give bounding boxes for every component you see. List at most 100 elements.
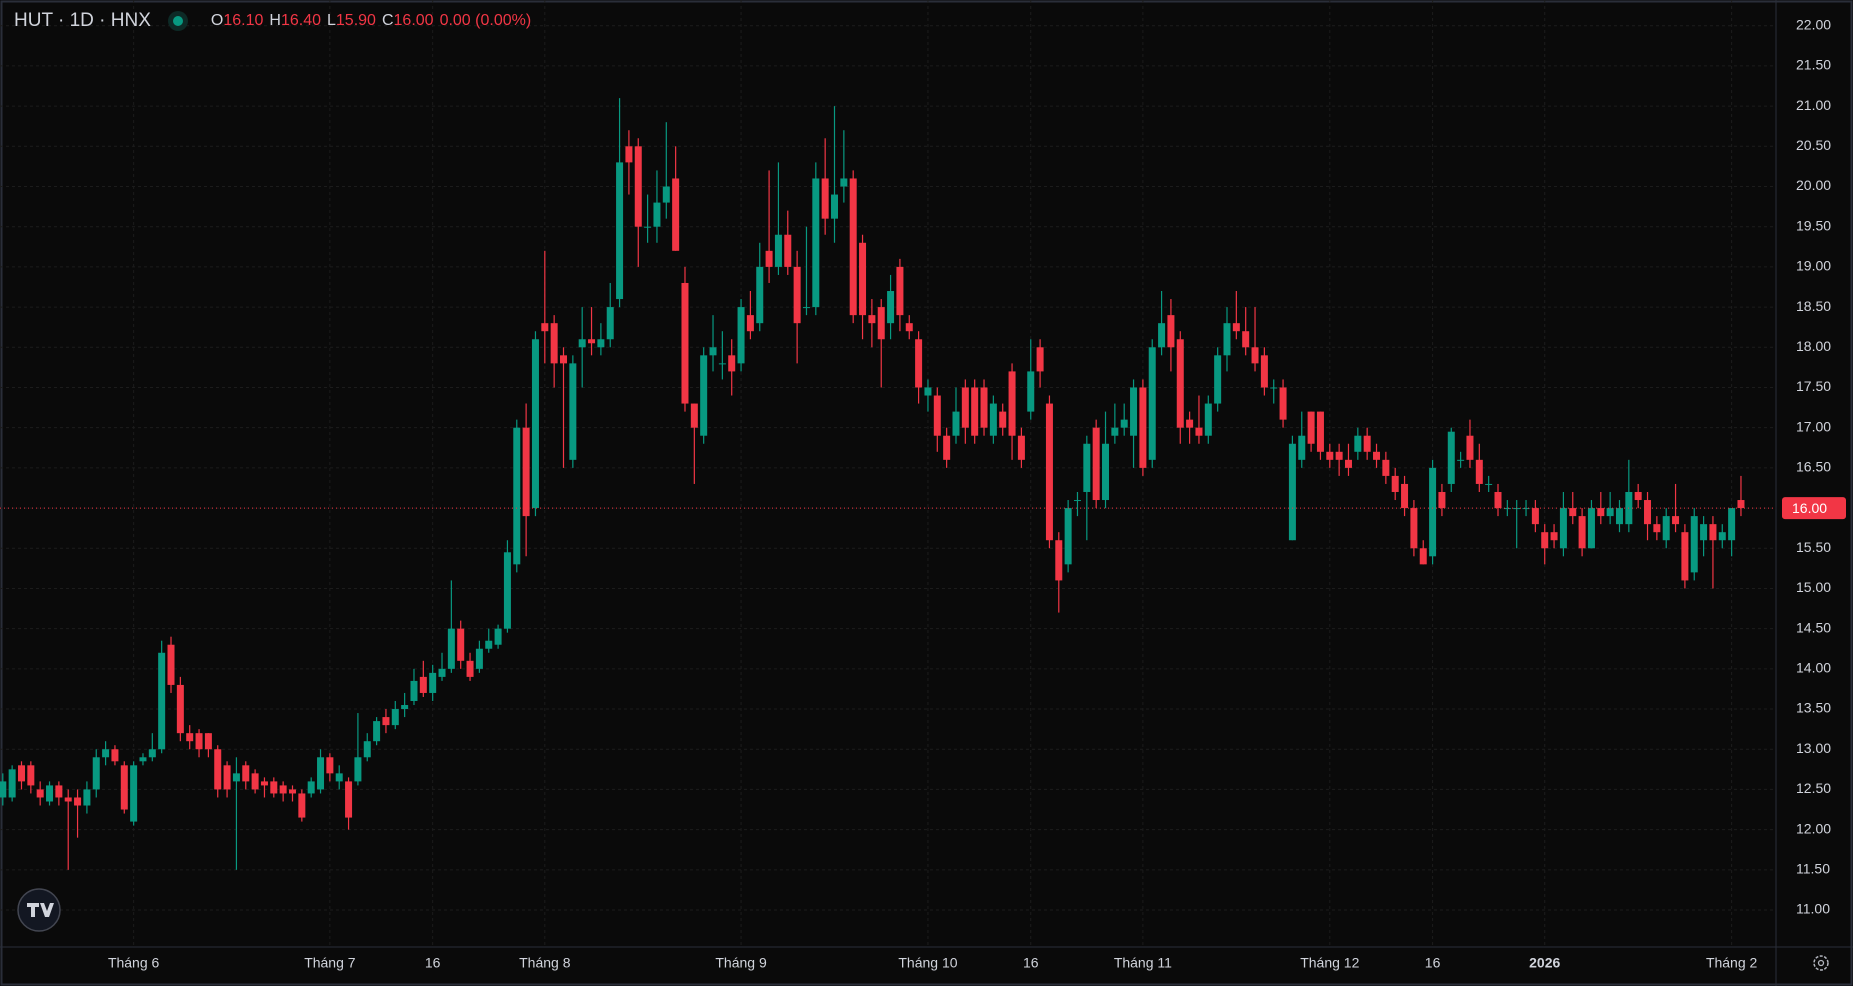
y-tick-label: 18.00: [1796, 338, 1831, 354]
candle-body: [251, 773, 259, 790]
candle-body: [457, 628, 465, 661]
candle-body: [1242, 331, 1250, 348]
x-tick-label: Tháng 7: [304, 955, 356, 971]
candle-body: [616, 162, 624, 300]
candle-body: [588, 339, 596, 344]
candle-body: [1139, 387, 1147, 468]
candle-body: [1045, 403, 1053, 541]
open-value: 16.10: [223, 12, 264, 29]
x-tick-label: Tháng 8: [519, 955, 571, 971]
candle-body: [1391, 475, 1399, 492]
candle-body: [391, 709, 399, 726]
candle-body: [1120, 419, 1128, 428]
candle-body: [896, 266, 904, 316]
x-tick-label: Tháng 9: [715, 955, 767, 971]
y-tick-label: 20.00: [1796, 177, 1831, 193]
candle-body: [1457, 459, 1465, 461]
status-dot: [172, 16, 183, 26]
candle-body: [793, 266, 801, 324]
settings-button[interactable]: [1813, 955, 1829, 971]
candle-body: [1354, 435, 1362, 452]
candle-body: [1653, 524, 1661, 533]
low-value: 15.90: [335, 12, 376, 29]
candle-body: [1111, 427, 1119, 436]
logo-circle: [17, 888, 61, 932]
candle-body: [1438, 491, 1446, 509]
candle-body: [681, 282, 689, 404]
candle-body: [746, 315, 754, 332]
close-value: 16.00: [393, 12, 434, 29]
candle-body: [363, 741, 371, 758]
candle-body: [597, 339, 605, 348]
candle-body: [335, 773, 343, 782]
candle-body: [1373, 451, 1381, 460]
y-tick-label: 19.00: [1796, 258, 1831, 274]
candle-body: [933, 395, 941, 436]
x-tick-label: 2026: [1529, 955, 1560, 971]
candle-body: [961, 387, 969, 428]
candle-body: [1158, 323, 1166, 348]
candle-body: [1634, 491, 1642, 501]
candle-body: [401, 705, 409, 710]
candle-body: [494, 628, 502, 645]
candle-body: [1662, 516, 1670, 541]
candle-body: [1672, 516, 1680, 525]
y-tick-label: 14.50: [1796, 619, 1831, 635]
candle-body: [0, 781, 7, 798]
candle-body: [952, 411, 960, 436]
candle-body: [270, 781, 278, 794]
candle-body: [653, 202, 661, 227]
candle-body: [475, 648, 483, 669]
y-tick-label: 12.00: [1796, 820, 1831, 836]
candle-body: [1503, 508, 1511, 510]
close-key: C: [381, 12, 394, 29]
candle-body: [1709, 524, 1717, 541]
candle-body: [1718, 532, 1726, 541]
candle-body: [1092, 427, 1100, 501]
candle-body: [326, 757, 334, 774]
y-tick-label: 15.50: [1796, 539, 1831, 555]
candle-body: [92, 757, 100, 790]
candle-body: [317, 757, 325, 790]
candle-body: [1606, 508, 1614, 517]
y-tick-label: 21.00: [1796, 97, 1831, 113]
candle-body: [242, 765, 250, 782]
candle-body: [354, 757, 362, 782]
candle-body: [672, 178, 680, 251]
candle-body: [1186, 419, 1194, 428]
candle-body: [840, 178, 848, 187]
candle-body: [27, 765, 35, 786]
gear: [1813, 955, 1829, 971]
candle-body: [831, 194, 839, 219]
candle-body: [485, 640, 493, 649]
candle-body: [541, 323, 549, 332]
candle-body: [1690, 516, 1698, 573]
candle-body: [46, 785, 54, 802]
candle-body: [1279, 387, 1287, 420]
candle-body: [728, 355, 736, 372]
candle-body: [1401, 483, 1409, 509]
y-tick-label: 17.50: [1796, 378, 1831, 394]
candle-body: [1008, 371, 1016, 436]
candle-body: [1288, 443, 1296, 541]
candle-body: [1587, 508, 1595, 549]
candle-body: [1204, 403, 1212, 436]
candle-body: [1232, 323, 1240, 332]
y-tick-label: 15.00: [1796, 579, 1831, 595]
high-value: 16.40: [280, 12, 321, 29]
candle-body: [148, 749, 156, 758]
candle-body: [36, 789, 44, 798]
candle-body: [429, 672, 437, 693]
candle-body: [1531, 508, 1539, 525]
candle-body: [1550, 532, 1558, 541]
y-tick-label: 11.50: [1796, 861, 1830, 877]
candle-body: [195, 733, 203, 750]
candle-body: [700, 355, 708, 436]
candle-body: [1700, 524, 1708, 541]
candle-body: [111, 749, 119, 762]
candle-body: [1148, 347, 1156, 460]
